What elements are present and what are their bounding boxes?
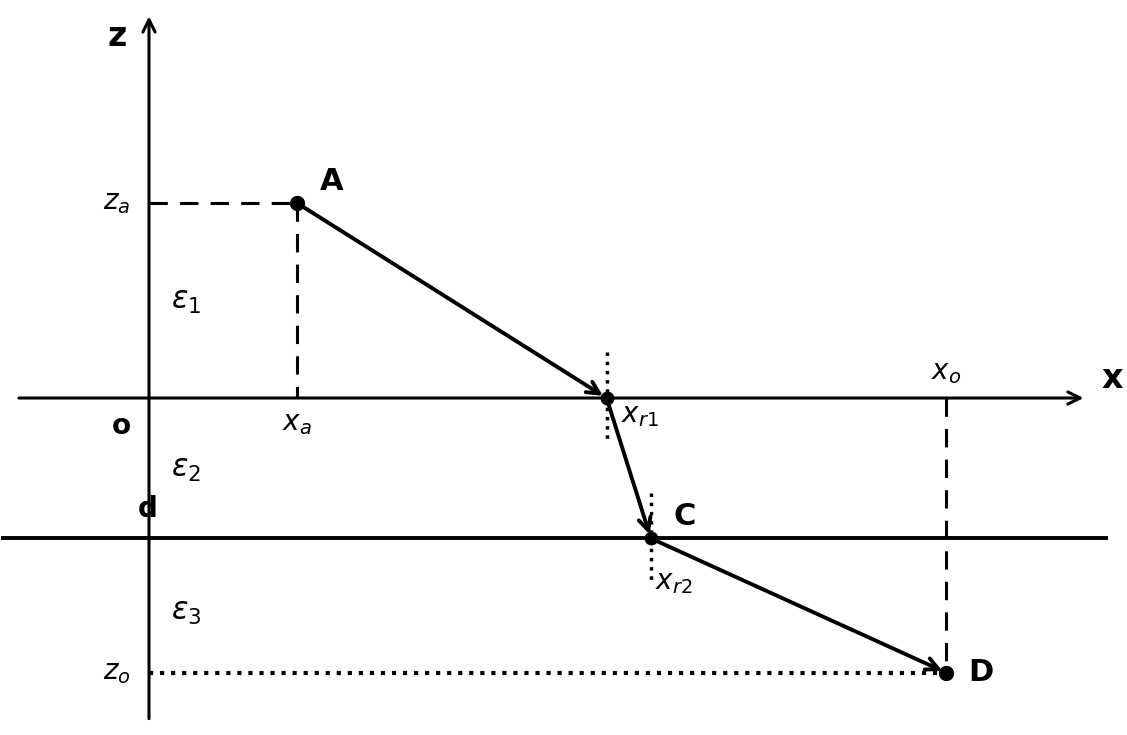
Text: $\mathbf{x}$: $\mathbf{x}$	[1101, 362, 1124, 395]
Text: $\varepsilon_2$: $\varepsilon_2$	[171, 453, 201, 484]
Text: $x_o$: $x_o$	[931, 359, 961, 386]
Text: $\varepsilon_3$: $\varepsilon_3$	[171, 596, 202, 627]
Text: $\mathbf{C}$: $\mathbf{C}$	[673, 501, 695, 532]
Text: $x_{r2}$: $x_{r2}$	[655, 569, 692, 596]
Text: $z_a$: $z_a$	[104, 189, 131, 216]
Text: $x_a$: $x_a$	[282, 410, 311, 437]
Text: $\mathbf{o}$: $\mathbf{o}$	[110, 413, 131, 440]
Text: $x_{r1}$: $x_{r1}$	[621, 401, 659, 429]
Text: $\mathbf{z}$: $\mathbf{z}$	[107, 20, 127, 53]
Text: $\mathbf{A}$: $\mathbf{A}$	[319, 165, 344, 197]
Text: $\mathbf{D}$: $\mathbf{D}$	[968, 657, 994, 688]
Text: $z_o$: $z_o$	[103, 659, 131, 686]
Text: $\mathbf{d}$: $\mathbf{d}$	[136, 496, 157, 523]
Text: $\varepsilon_1$: $\varepsilon_1$	[171, 285, 202, 316]
